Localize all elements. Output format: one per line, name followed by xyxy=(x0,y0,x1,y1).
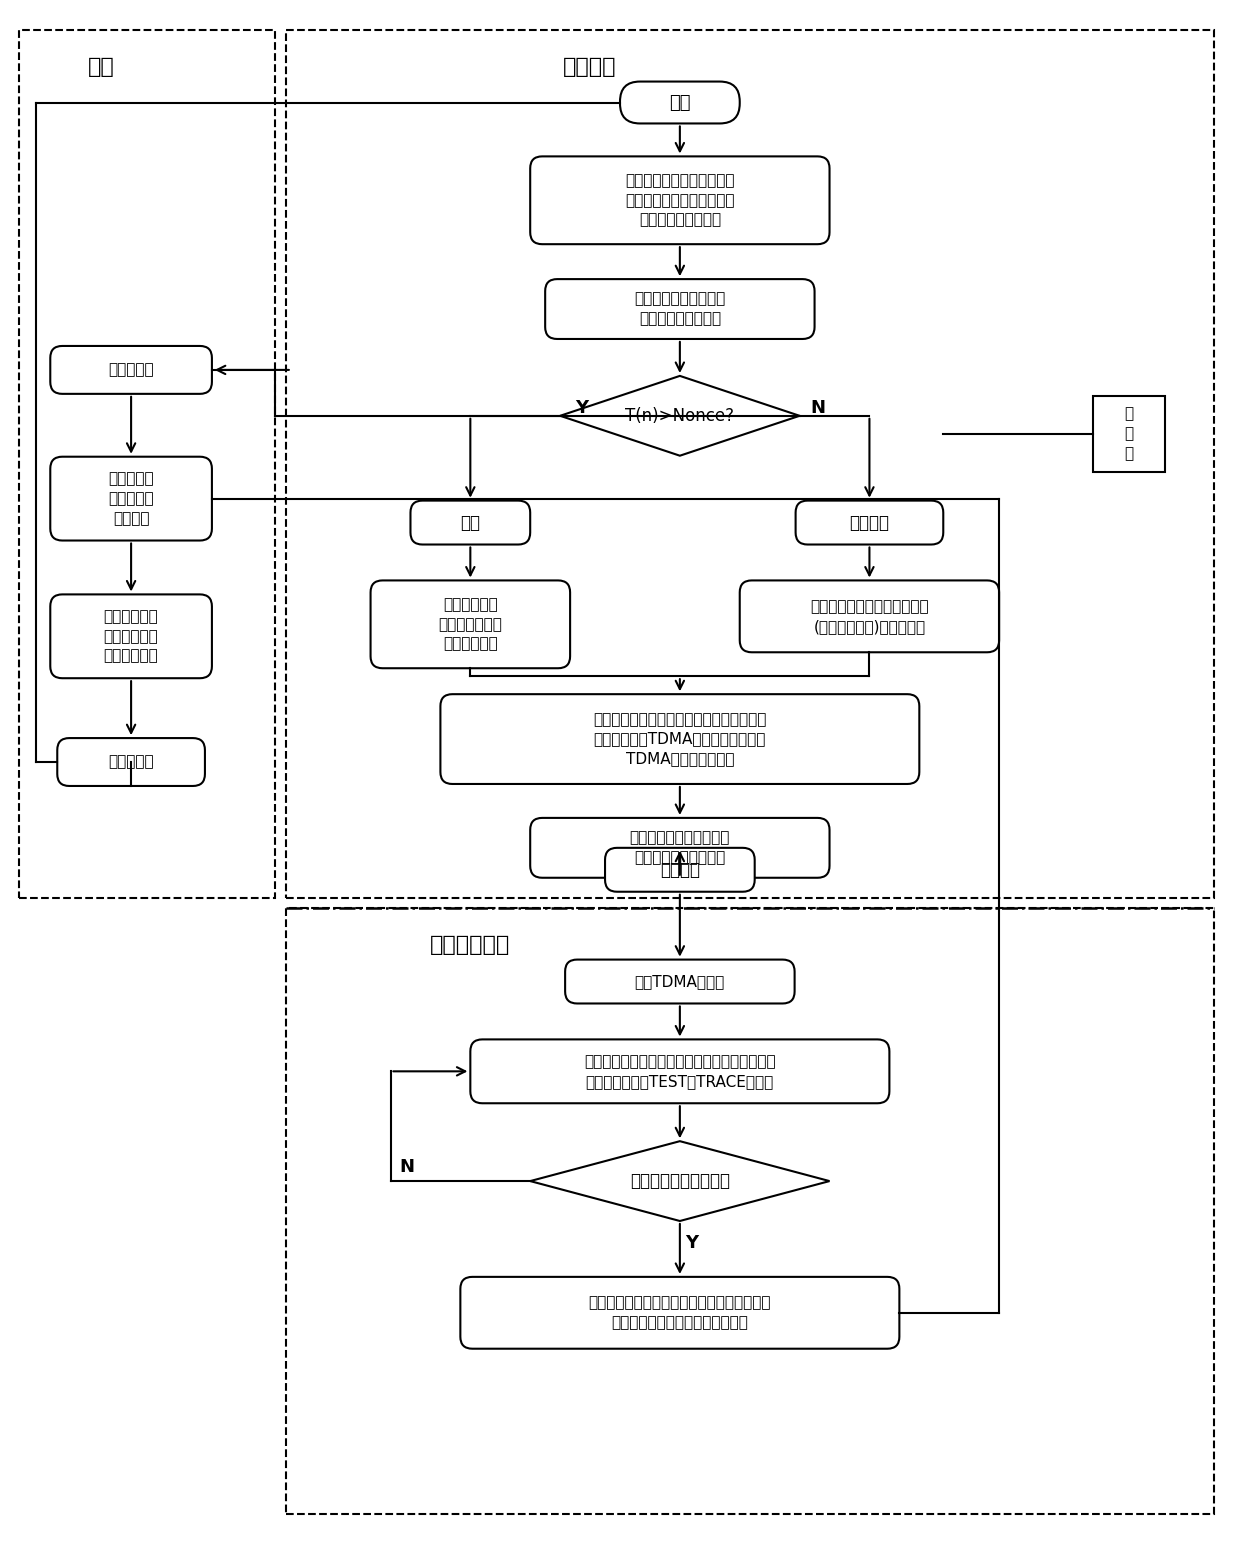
Bar xyxy=(285,908,1214,1515)
FancyBboxPatch shape xyxy=(371,580,570,668)
FancyBboxPatch shape xyxy=(51,594,212,679)
FancyBboxPatch shape xyxy=(740,580,999,652)
Text: 簇头: 簇头 xyxy=(460,513,480,532)
Text: 黑
名
单: 黑 名 单 xyxy=(1125,407,1133,461)
FancyBboxPatch shape xyxy=(531,156,830,244)
Text: 数据完整性认证通过？: 数据完整性认证通过？ xyxy=(630,1172,730,1190)
Text: 普通节点: 普通节点 xyxy=(849,513,889,532)
Text: N: N xyxy=(399,1158,414,1177)
FancyBboxPatch shape xyxy=(796,501,944,544)
Text: 数据传输阶段: 数据传输阶段 xyxy=(430,935,511,954)
Text: T(n)>Nonce?: T(n)>Nonce? xyxy=(625,407,734,425)
FancyBboxPatch shape xyxy=(440,694,919,784)
Text: 普通节点：传输数据的密文、消息认证码给簇头
监控簇头：传输TEST和TRACE数据包: 普通节点：传输数据的密文、消息认证码给簇头 监控簇头：传输TEST和TRACE数… xyxy=(584,1054,776,1088)
FancyBboxPatch shape xyxy=(531,818,830,878)
Bar xyxy=(20,29,275,898)
FancyBboxPatch shape xyxy=(51,346,212,394)
Text: 完成建簇: 完成建簇 xyxy=(660,861,699,878)
FancyBboxPatch shape xyxy=(565,960,795,1003)
Text: 更新黑名单: 更新黑名单 xyxy=(108,362,154,377)
FancyBboxPatch shape xyxy=(605,847,755,892)
Polygon shape xyxy=(531,1141,830,1221)
Text: 计算簇密钥，
广播簇头信息，
选取监控簇头: 计算簇密钥， 广播簇头信息， 选取监控簇头 xyxy=(439,597,502,651)
Text: 基站: 基站 xyxy=(88,57,114,77)
Text: 簇内成员节点获取簇头发
送的信息，存储、处理: 簇内成员节点获取簇头发 送的信息，存储、处理 xyxy=(630,830,730,866)
Text: 基站广播时钟同步信号、当
前网络主密钥、黑名单、随
机数、身份认证密钥: 基站广播时钟同步信号、当 前网络主密钥、黑名单、随 机数、身份认证密钥 xyxy=(625,173,734,227)
Text: Y: Y xyxy=(575,399,589,417)
Polygon shape xyxy=(560,376,800,456)
Text: 普通节点存储基站广播
数据，进入簇头选举: 普通节点存储基站广播 数据，进入簇头选举 xyxy=(634,292,725,326)
Text: 数据明文用于
应用层处理、
检测簇头丢包: 数据明文用于 应用层处理、 检测簇头丢包 xyxy=(104,609,159,663)
Bar xyxy=(1092,396,1164,472)
Text: 开始: 开始 xyxy=(670,93,691,111)
FancyBboxPatch shape xyxy=(460,1277,899,1348)
FancyBboxPatch shape xyxy=(410,501,531,544)
Text: N: N xyxy=(810,399,825,417)
Bar xyxy=(285,29,1214,898)
Text: Y: Y xyxy=(686,1234,698,1252)
Text: 开始新一轮: 开始新一轮 xyxy=(108,754,154,770)
FancyBboxPatch shape xyxy=(470,1039,889,1104)
FancyBboxPatch shape xyxy=(620,82,740,124)
FancyBboxPatch shape xyxy=(546,280,815,339)
Text: 簇头融合、压缩、处理数据，簇头密钥加密，
传输数据密文、消息认证码给基站: 簇头融合、压缩、处理数据，簇头密钥加密， 传输数据密文、消息认证码给基站 xyxy=(589,1296,771,1330)
Text: 节点TDMA时隙到: 节点TDMA时隙到 xyxy=(635,974,725,989)
FancyBboxPatch shape xyxy=(51,456,212,541)
FancyBboxPatch shape xyxy=(57,737,205,785)
Text: 簇头接收入簇信息，身份认证、链路认证，
建立簇，创建TDMA时间表，簇内分发
TDMA时间表、簇密钥: 簇头接收入簇信息，身份认证、链路认证， 建立簇，创建TDMA时间表，簇内分发 T… xyxy=(593,711,766,767)
Text: 成簇阶段: 成簇阶段 xyxy=(563,57,616,77)
Text: 消息认证、
链路认证、
密文解密: 消息认证、 链路认证、 密文解密 xyxy=(108,472,154,526)
Text: 认证簇头身份、选取最优簇头
(不在黑名单中)，申请入簇: 认证簇头身份、选取最优簇头 (不在黑名单中)，申请入簇 xyxy=(810,598,929,634)
